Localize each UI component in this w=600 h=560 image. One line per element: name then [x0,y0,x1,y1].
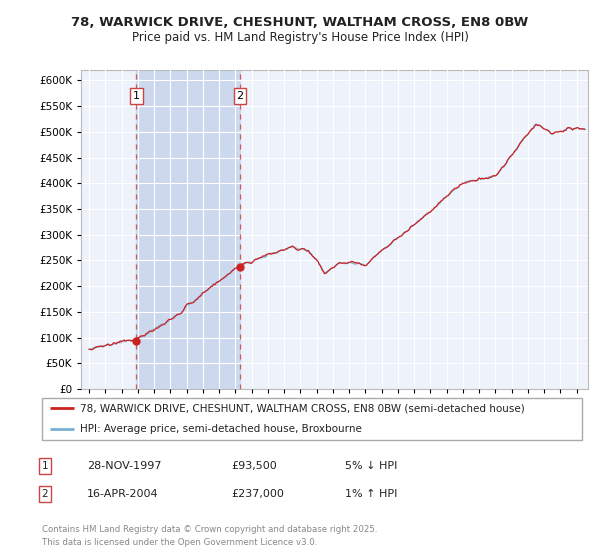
Text: Price paid vs. HM Land Registry's House Price Index (HPI): Price paid vs. HM Land Registry's House … [131,31,469,44]
Text: 1: 1 [41,461,49,471]
Text: £237,000: £237,000 [231,489,284,499]
Text: 1% ↑ HPI: 1% ↑ HPI [345,489,397,499]
Text: 5% ↓ HPI: 5% ↓ HPI [345,461,397,471]
Text: 1: 1 [133,91,140,101]
Text: HPI: Average price, semi-detached house, Broxbourne: HPI: Average price, semi-detached house,… [80,424,362,434]
Text: 28-NOV-1997: 28-NOV-1997 [87,461,161,471]
Text: Contains HM Land Registry data © Crown copyright and database right 2025.
This d: Contains HM Land Registry data © Crown c… [42,525,377,548]
Text: 78, WARWICK DRIVE, CHESHUNT, WALTHAM CROSS, EN8 0BW (semi-detached house): 78, WARWICK DRIVE, CHESHUNT, WALTHAM CRO… [80,403,524,413]
FancyBboxPatch shape [42,398,582,440]
Text: 78, WARWICK DRIVE, CHESHUNT, WALTHAM CROSS, EN8 0BW: 78, WARWICK DRIVE, CHESHUNT, WALTHAM CRO… [71,16,529,29]
Text: 16-APR-2004: 16-APR-2004 [87,489,158,499]
Text: £93,500: £93,500 [231,461,277,471]
Bar [136,70,240,389]
Text: 2: 2 [236,91,244,101]
Text: 2: 2 [41,489,49,499]
